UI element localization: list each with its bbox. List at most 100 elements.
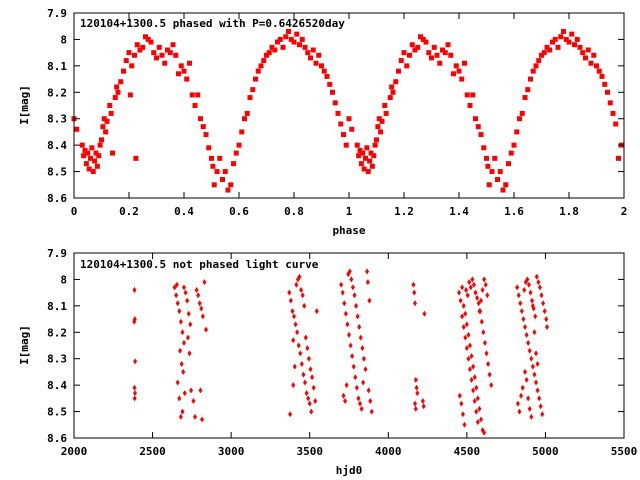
unphased-data-point [179, 361, 184, 367]
unphased-data-point [185, 334, 190, 341]
unphased-data-point [186, 310, 191, 317]
unphased-data-point [132, 395, 137, 402]
phased-data-point [574, 36, 580, 42]
unphased-data-point [468, 284, 473, 291]
phased-data-point [327, 81, 333, 87]
phased-data-point [464, 92, 470, 98]
phased-data-point [365, 169, 371, 175]
unphased-data-point [536, 279, 541, 286]
phased-data-point [236, 142, 242, 148]
unphased-x-tick-label: 3500 [296, 445, 323, 458]
unphased-data-point [464, 345, 469, 352]
phased-y-tick-label: 7.9 [47, 7, 67, 20]
phased-plot-frame [73, 12, 625, 199]
phased-data-point [277, 36, 283, 42]
unphased-data-point [415, 390, 420, 397]
unphased-data-point [293, 321, 298, 328]
phased-y-tick-label: 8.2 [47, 86, 67, 99]
unphased-data-point [518, 300, 523, 307]
phased-data-point [127, 92, 133, 98]
phased-data-point [291, 39, 297, 45]
phased-data-point [214, 169, 220, 175]
phased-data-point [132, 52, 137, 58]
unphased-data-point [532, 329, 537, 336]
unphased-data-point [133, 358, 138, 365]
phased-data-point [167, 50, 173, 56]
unphased-data-point [534, 273, 539, 280]
unphased-data-point [310, 374, 315, 381]
unphased-data-point [177, 308, 182, 315]
phased-data-point [544, 44, 550, 50]
unphased-data-point [360, 345, 365, 352]
phased-data-point [473, 116, 478, 122]
unphased-data-point [132, 384, 137, 391]
unphased-data-point [358, 400, 362, 407]
phased-x-tick-label: 1.4 [449, 205, 469, 218]
phased-data-point [247, 95, 253, 101]
phased-data-point [375, 124, 381, 130]
phased-data-point [378, 129, 384, 135]
phased-data-point [184, 76, 190, 82]
phased-y-tick-label: 8.5 [47, 166, 67, 179]
phased-data-point [88, 155, 93, 161]
phased-y-tick-label: 8.3 [47, 113, 67, 126]
unphased-data-point [200, 313, 205, 320]
unphased-data-point [472, 374, 477, 381]
unphased-data-point [459, 400, 464, 407]
unphased-data-point [523, 368, 527, 375]
unphased-data-point [355, 313, 360, 320]
phased-data-point [305, 50, 311, 56]
phased-data-point [367, 158, 373, 164]
unphased-data-point [460, 411, 465, 418]
phased-data-point [159, 52, 165, 58]
phased-data-point [269, 44, 275, 50]
phased-data-point [195, 92, 201, 98]
phased-data-point [495, 177, 500, 182]
unphased-data-point [413, 300, 417, 307]
phased-data-point [140, 44, 146, 50]
phased-data-point [368, 150, 374, 156]
unphased-data-point [485, 292, 490, 299]
unphased-plot-frame [73, 252, 625, 439]
unphased-data-point [486, 361, 491, 367]
phased-data-point [470, 92, 476, 98]
phased-data-point [434, 52, 440, 58]
phased-data-point [181, 68, 187, 74]
phased-data-point [583, 55, 588, 61]
unphased-data-point [529, 413, 534, 420]
phased-y-tick-label: 8.1 [47, 60, 67, 73]
phased-data-point [173, 52, 179, 58]
unphased-data-point [305, 345, 310, 352]
unphased-data-point [175, 300, 180, 307]
phased-data-point [418, 34, 423, 40]
phased-data-point [225, 187, 231, 193]
unphased-data-point [363, 366, 368, 373]
unphased-data-point [357, 324, 362, 330]
unphased-data-point [177, 395, 182, 402]
unphased-data-point [460, 284, 465, 291]
phased-data-point [602, 81, 608, 87]
unphased-data-point [175, 379, 180, 386]
phased-data-point [101, 116, 107, 122]
unphased-data-point [483, 281, 488, 288]
phased-data-point [330, 89, 335, 95]
unphased-data-point [526, 395, 531, 402]
unphased-data-point [181, 368, 186, 375]
phased-data-point [341, 132, 346, 138]
unphased-data-point [369, 408, 374, 415]
phased-data-point [607, 100, 613, 106]
phased-data-point [209, 155, 214, 161]
unphased-data-point [467, 279, 472, 286]
phased-data-point [467, 103, 473, 108]
unphased-data-point [470, 276, 475, 283]
phased-data-point [187, 60, 192, 66]
unphased-data-point [182, 339, 186, 346]
phased-data-point [555, 44, 561, 50]
unphased-data-point [527, 347, 532, 354]
unphased-data-point [301, 371, 306, 378]
phased-data-point [89, 145, 95, 151]
unphased-data-point [464, 321, 469, 328]
phased-data-point [354, 142, 360, 148]
phased-data-point [192, 103, 198, 108]
